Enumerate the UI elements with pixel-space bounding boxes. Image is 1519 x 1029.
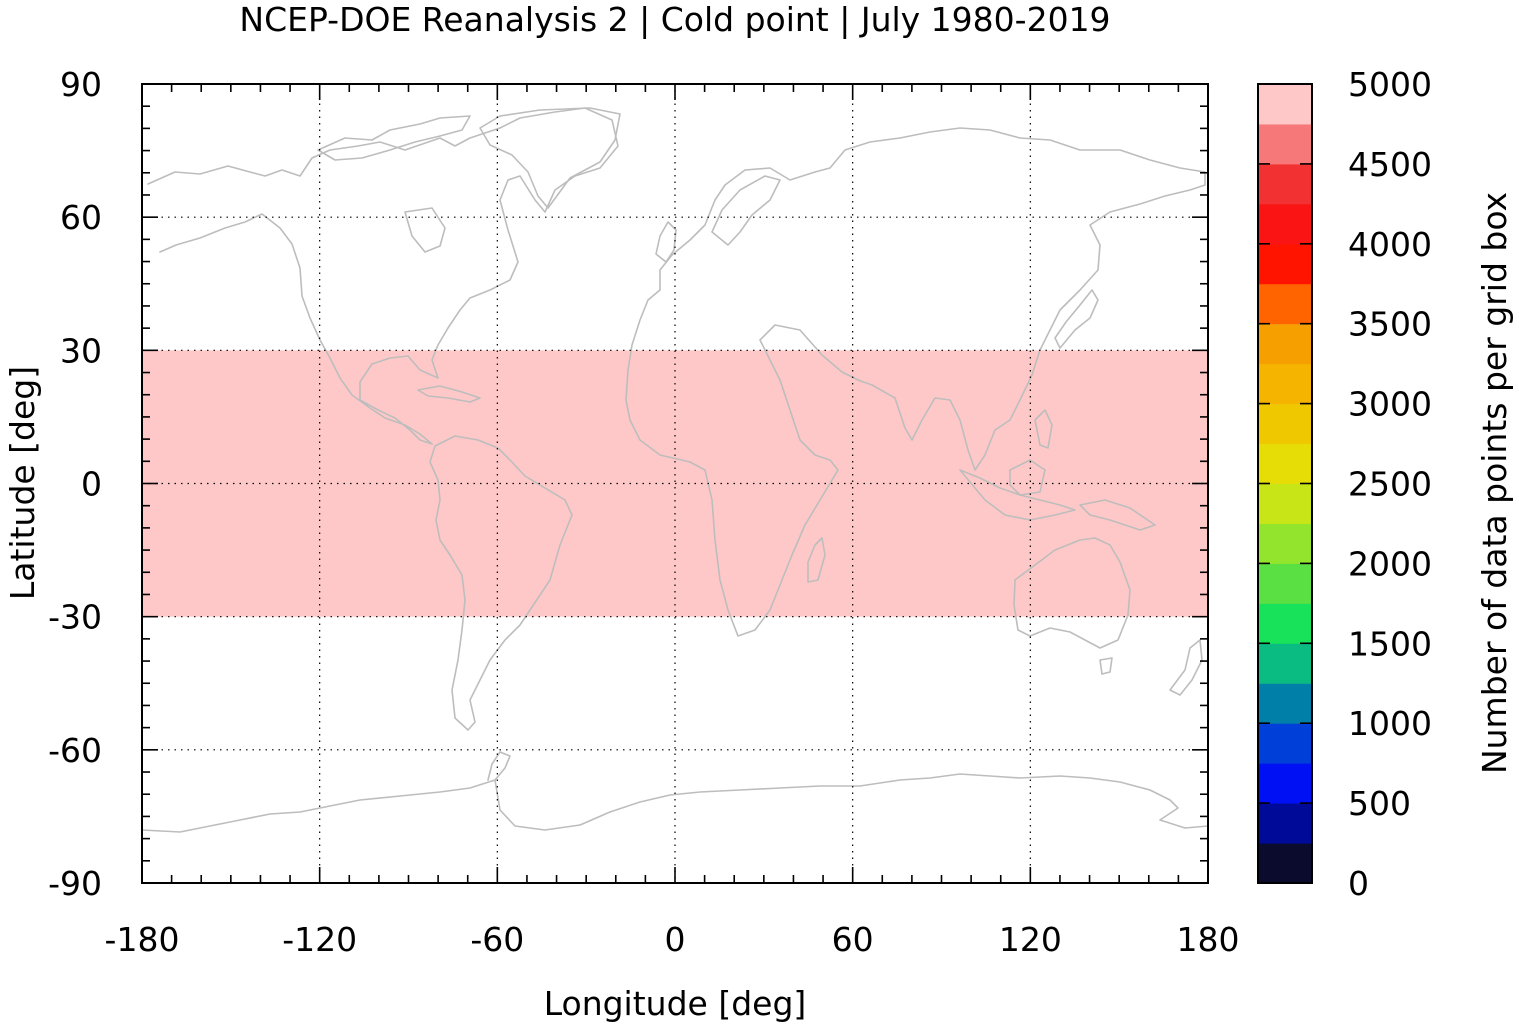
- coastline-south-america: [429, 435, 573, 731]
- colorbar-tick-label: 2500: [1348, 465, 1432, 504]
- y-axis-label: Latitude [deg]: [3, 366, 42, 600]
- colorbar-tick-label: 3000: [1348, 385, 1432, 424]
- coastline-north-america: [147, 107, 619, 445]
- coastline-hudson-bay: [404, 207, 446, 253]
- colorbar-tick-label: 1500: [1348, 624, 1432, 663]
- coastlines: [141, 107, 1209, 833]
- coastline-scandinavia: [711, 175, 781, 246]
- coastline-antarctic-peninsula: [487, 751, 511, 781]
- colorbar-band: [1258, 843, 1312, 884]
- coastline-eurasia-africa: [625, 127, 1206, 637]
- x-tick-label: -120: [282, 920, 357, 959]
- colorbar-label: Number of data points per grid box: [1475, 192, 1514, 774]
- coastline-arctic-islands: [317, 115, 471, 161]
- coastline-new-guinea: [1079, 499, 1156, 531]
- colorbar-band: [1258, 243, 1312, 285]
- colorbar-tick-label: 5000: [1348, 65, 1432, 104]
- colorbar-band: [1258, 363, 1312, 405]
- x-tick-label: 0: [665, 920, 686, 959]
- y-tick-label: 90: [60, 65, 102, 104]
- x-tick-label: -180: [105, 920, 180, 959]
- x-tick-label: 60: [832, 920, 874, 959]
- coastline-british-isles: [655, 221, 677, 263]
- coastline-philippines: [1034, 409, 1053, 449]
- colorbar-band: [1258, 443, 1312, 484]
- coastline-madagascar: [807, 537, 826, 583]
- colorbar-band: [1258, 523, 1312, 564]
- coastline-antarctica: [141, 773, 1209, 833]
- x-tick-label: 180: [1177, 920, 1240, 959]
- coastline-caribbean: [417, 385, 481, 403]
- colorbar-band: [1258, 403, 1312, 445]
- colorbar-band: [1258, 803, 1312, 844]
- colorbar-tick-label: 3500: [1348, 305, 1432, 344]
- chart-title: NCEP-DOE Reanalysis 2 | Cold point | Jul…: [239, 0, 1110, 39]
- x-axis-label: Longitude [deg]: [544, 984, 807, 1023]
- colorbar-band: [1258, 643, 1312, 684]
- plot-area: -180 -120 -60 0 60 120 180 90 60 30 0 -30 -60 -90: [48, 65, 1239, 959]
- colorbar-tick-label: 2000: [1348, 544, 1432, 583]
- y-tick-label: -30: [48, 598, 102, 637]
- coastline-japan: [1054, 289, 1099, 349]
- colorbar-band: [1258, 763, 1312, 804]
- colorbar-band: [1258, 163, 1312, 205]
- colorbar-band: [1258, 323, 1312, 365]
- colorbar-band: [1258, 683, 1312, 724]
- colorbar-tick-label: 500: [1348, 784, 1411, 823]
- colorbar-tick-label: 4500: [1348, 145, 1432, 184]
- colorbar-band: [1258, 203, 1312, 245]
- colorbar-band: [1258, 563, 1312, 604]
- coastline-borneo: [1009, 459, 1046, 496]
- coastline-indonesia: [959, 469, 1076, 521]
- colorbar-tick-label: 1000: [1348, 704, 1432, 743]
- coastline-tasmania: [1099, 657, 1113, 675]
- y-tick-label: 30: [60, 331, 102, 370]
- colorbar-tick-label: 0: [1348, 864, 1369, 903]
- x-tick-label: -60: [470, 920, 524, 959]
- colorbar-band: [1258, 723, 1312, 764]
- colorbar-tick-label: 4000: [1348, 225, 1432, 264]
- colorbar-band: [1258, 123, 1312, 165]
- colorbar-band: [1258, 283, 1312, 325]
- ticks: [141, 83, 1209, 884]
- colorbar-band: [1258, 483, 1312, 524]
- colorbar: 0 500 1000 1500 2000 2500 3000 3500 4000 4500 5000: [1257, 65, 1432, 903]
- y-tick-label: 60: [60, 198, 102, 237]
- colorbar-band: [1258, 603, 1312, 644]
- y-tick-label: 0: [81, 465, 102, 504]
- coastline-greenland: [479, 107, 621, 209]
- y-tick-label: -90: [48, 864, 102, 903]
- grid: [142, 84, 1208, 883]
- x-tick-label: 120: [999, 920, 1062, 959]
- coastline-australia: [1013, 537, 1131, 649]
- coastline-new-zealand: [1169, 639, 1203, 696]
- y-tick-label: -60: [48, 731, 102, 770]
- colorbar-band: [1258, 84, 1312, 125]
